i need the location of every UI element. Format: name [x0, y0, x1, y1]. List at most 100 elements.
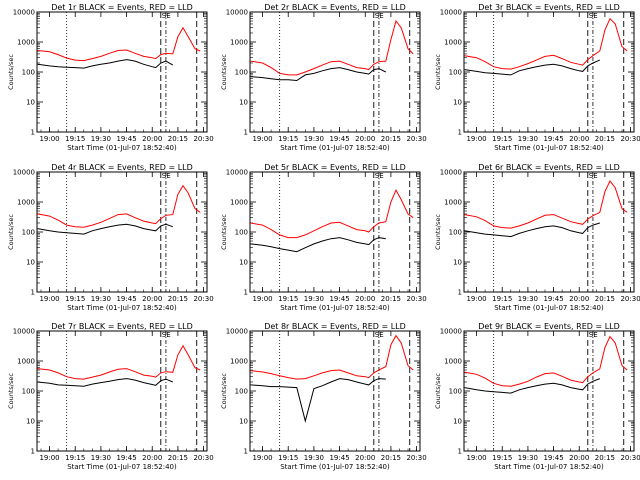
x-tick-label: 20:00 — [142, 454, 162, 462]
series-lld-line — [464, 335, 628, 387]
y-tick-label: 1 — [458, 448, 462, 456]
x-tick-label: 19:30 — [91, 454, 111, 462]
panel-7: Det 7r BLACK = Events, RED = LLD 1 10 100 10… — [7, 322, 214, 471]
x-axis-label: Start Time (01-Jul-07 18:52:40) — [67, 463, 177, 471]
y-tick-label: 10 — [26, 259, 35, 267]
chart-title: Det 2r BLACK = Events, RED = LLD — [264, 3, 406, 12]
x-tick-label: 20:15 — [595, 454, 615, 462]
event-annotation: SE — [589, 331, 598, 339]
x-tick-label: 20:30 — [193, 454, 213, 462]
y-tick-label: 10000 — [226, 169, 248, 177]
x-tick-label: 19:15 — [492, 135, 512, 143]
x-tick-label: 19:30 — [91, 135, 111, 143]
y-tick-label: 1000 — [444, 39, 462, 47]
x-tick-label: 20:15 — [381, 135, 401, 143]
y-tick-label: 100 — [235, 69, 248, 77]
y-tick-label: 10 — [453, 418, 462, 426]
series-events-line — [250, 378, 386, 423]
y-tick-label: 1 — [244, 448, 248, 456]
y-tick-label: 10 — [239, 418, 248, 426]
y-tick-label: 1 — [31, 129, 35, 137]
y-axis-label: Counts/sec — [434, 214, 442, 250]
x-tick-label: 20:00 — [569, 454, 589, 462]
series-lld-line — [37, 344, 201, 380]
y-tick-label: 100 — [235, 388, 248, 396]
series-events-line — [37, 59, 174, 69]
y-tick-label: 100 — [235, 229, 248, 237]
x-tick-label: 19:15 — [278, 135, 298, 143]
series-events-line — [37, 223, 173, 235]
series-lld-line — [37, 184, 201, 228]
series-events-line — [464, 378, 600, 394]
x-tick-label: 20:30 — [620, 135, 640, 143]
y-tick-label: 1000 — [17, 358, 35, 366]
y-tick-label: 1000 — [444, 199, 462, 207]
chart-title: Det 5r BLACK = Events, RED = LLD — [264, 163, 406, 172]
y-tick-label: 10 — [26, 418, 35, 426]
plot-frame — [249, 11, 421, 133]
x-tick-label: 20:00 — [355, 295, 375, 303]
y-tick-label: 100 — [22, 388, 35, 396]
series-events-line — [250, 67, 387, 82]
y-tick-label: 100 — [449, 69, 462, 77]
y-tick-label: 10 — [453, 259, 462, 267]
y-tick-label: 100 — [449, 229, 462, 237]
x-tick-label: 19:15 — [278, 454, 298, 462]
y-axis-label: Counts/sec — [220, 214, 228, 250]
y-tick-label: 1000 — [230, 358, 248, 366]
y-axis-label: Counts/sec — [434, 54, 442, 90]
x-tick-label: 20:00 — [569, 295, 589, 303]
event-annotation: SE — [162, 12, 171, 20]
panel-3: Det 3r BLACK = Events, RED = LLD 1 10 100 10… — [434, 3, 640, 152]
x-tick-label: 19:30 — [304, 295, 324, 303]
series-lld-line — [250, 19, 414, 76]
x-tick-label: 19:00 — [466, 454, 486, 462]
x-tick-label: 19:00 — [252, 295, 272, 303]
x-axis-label: Start Time (01-Jul-07 18:52:40) — [280, 304, 390, 312]
x-tick-label: 20:00 — [355, 135, 375, 143]
x-tick-label: 20:30 — [406, 135, 426, 143]
x-tick-label: 20:00 — [569, 135, 589, 143]
y-axis-label: Counts/sec — [7, 54, 15, 90]
series-lld-line — [250, 334, 414, 380]
x-tick-label: 20:30 — [193, 135, 213, 143]
y-axis-label: Counts/sec — [7, 214, 15, 250]
x-tick-label: 20:15 — [168, 295, 188, 303]
y-tick-label: 1 — [31, 289, 35, 297]
y-tick-label: 10 — [239, 99, 248, 107]
y-tick-label: 10000 — [13, 328, 35, 336]
event-annotation: SE — [589, 12, 598, 20]
x-tick-label: 19:00 — [39, 295, 59, 303]
y-tick-label: 1 — [458, 289, 462, 297]
y-tick-label: 1000 — [444, 358, 462, 366]
panel-8: Det 8r BLACK = Events, RED = LLD 1 10 100 10… — [220, 322, 427, 471]
y-axis-label: Counts/sec — [220, 54, 228, 90]
x-tick-label: 19:15 — [65, 295, 85, 303]
y-tick-label: 1 — [31, 448, 35, 456]
x-tick-label: 20:00 — [355, 454, 375, 462]
y-tick-label: 10 — [239, 259, 248, 267]
x-tick-label: 19:00 — [252, 135, 272, 143]
event-annotation: SE — [162, 331, 171, 339]
y-tick-label: 10000 — [440, 9, 462, 17]
x-axis-label: Start Time (01-Jul-07 18:52:40) — [280, 144, 390, 152]
x-tick-label: 19:45 — [116, 135, 136, 143]
x-tick-label: 19:45 — [116, 454, 136, 462]
event-annotation: SE — [375, 12, 384, 20]
y-tick-label: 1000 — [230, 199, 248, 207]
event-annotation: SE — [375, 331, 384, 339]
plot-frame — [463, 11, 635, 133]
panel-6: Det 6r BLACK = Events, RED = LLD 1 10 100 10… — [434, 163, 640, 312]
x-tick-label: 19:30 — [518, 295, 538, 303]
x-tick-label: 19:00 — [39, 454, 59, 462]
x-tick-label: 20:15 — [595, 135, 615, 143]
x-tick-label: 19:45 — [329, 135, 349, 143]
y-tick-label: 1 — [244, 289, 248, 297]
x-axis-label: Start Time (01-Jul-07 18:52:40) — [280, 463, 390, 471]
panel-4: Det 4r BLACK = Events, RED = LLD 1 10 100 10… — [7, 163, 214, 312]
y-tick-label: 1 — [244, 129, 248, 137]
chart-title: Det 1r BLACK = Events, RED = LLD — [51, 3, 193, 12]
x-tick-label: 19:00 — [252, 454, 272, 462]
chart-title: Det 3r BLACK = Events, RED = LLD — [478, 3, 620, 12]
